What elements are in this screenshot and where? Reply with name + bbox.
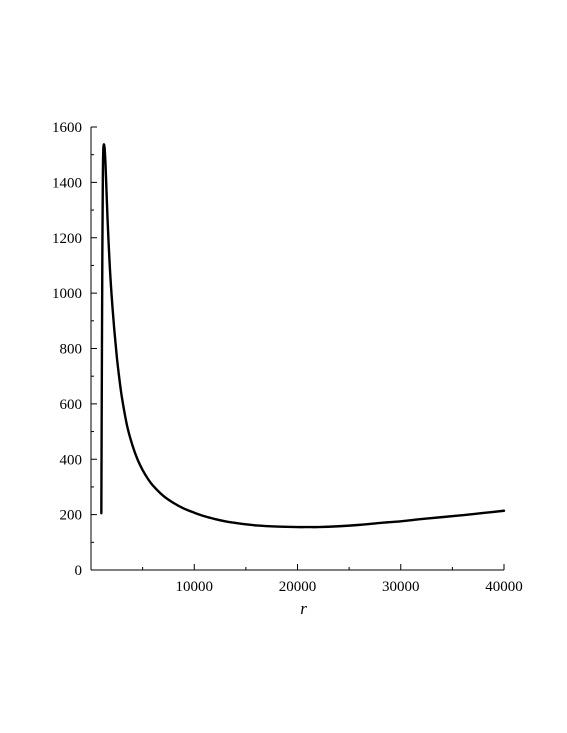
y-tick-label: 1000 <box>52 286 82 302</box>
series-group <box>100 143 506 529</box>
x-tick-label: 10000 <box>176 579 214 595</box>
tick-labels: 10000 20000 30000 40000 0 200 400 600 800 1000 120… <box>52 120 523 595</box>
y-tick-label: 400 <box>60 452 83 468</box>
axes <box>90 127 504 571</box>
y-tick-label: 0 <box>75 563 83 579</box>
y-tick-label: 1200 <box>52 231 82 247</box>
series-line <box>100 143 506 529</box>
y-tick-label: 1600 <box>52 120 82 136</box>
ticks <box>91 126 505 571</box>
y-tick-label: 800 <box>60 342 83 358</box>
y-tick-label: 600 <box>60 397 83 413</box>
x-tick-label: 20000 <box>279 579 317 595</box>
x-axis-title: r <box>300 599 307 618</box>
y-tick-label: 200 <box>60 508 83 524</box>
x-tick-label: 30000 <box>382 579 420 595</box>
x-tick-label: 40000 <box>485 579 523 595</box>
y-tick-label: 1400 <box>52 175 82 191</box>
